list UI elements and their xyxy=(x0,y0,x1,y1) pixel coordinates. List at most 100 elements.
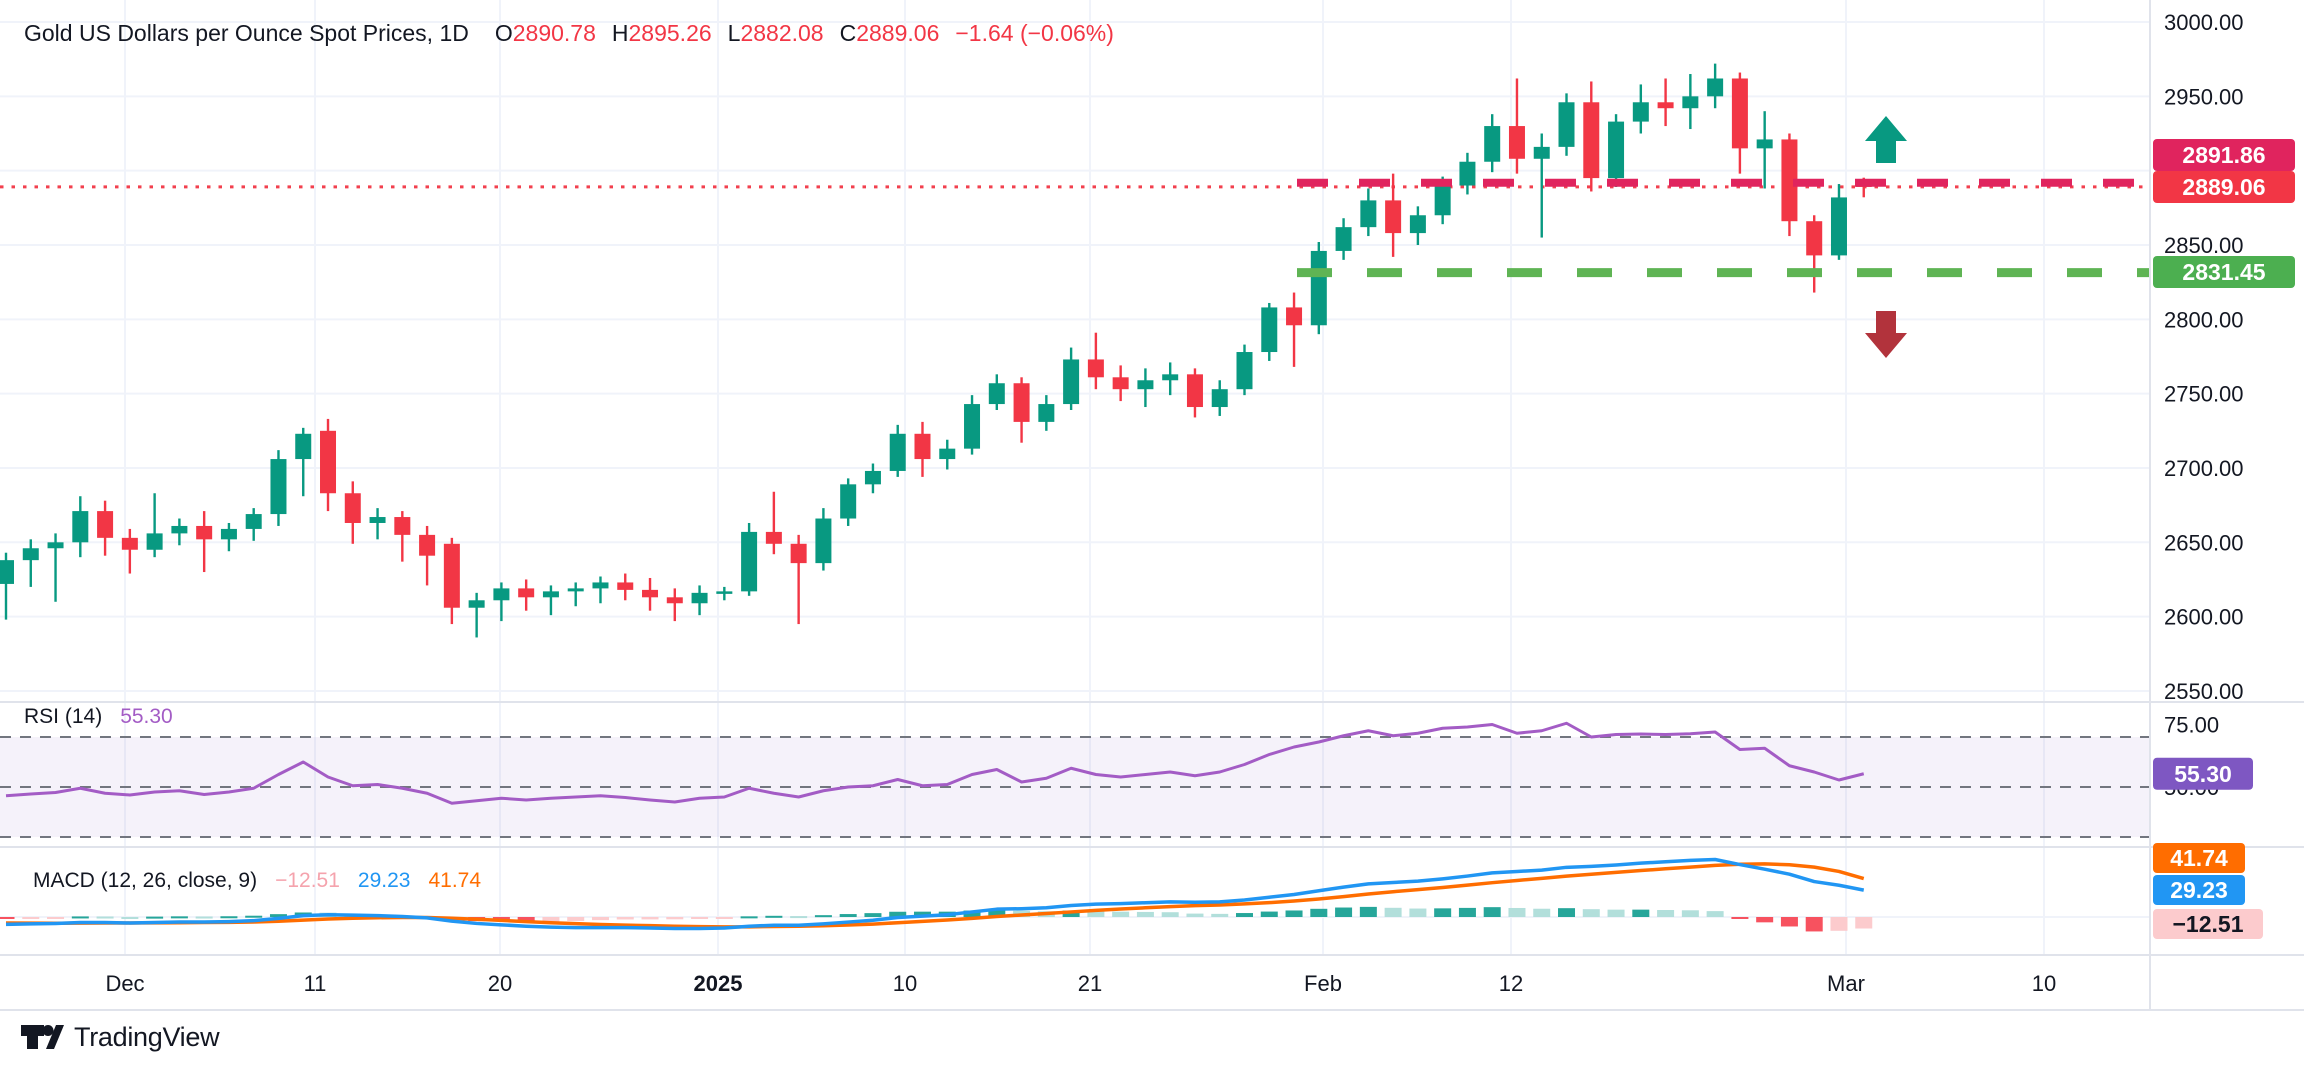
price-tick-label[interactable]: 2600.00 xyxy=(2164,605,2244,630)
tradingview-branding[interactable]: TradingView xyxy=(20,1020,220,1054)
candle[interactable] xyxy=(840,478,857,526)
candle[interactable] xyxy=(1459,152,1476,195)
candle[interactable] xyxy=(1286,292,1303,367)
candle[interactable] xyxy=(1806,215,1823,293)
rsi-tick-label[interactable]: 75.00 xyxy=(2164,713,2219,738)
macd-histogram-bar xyxy=(889,911,907,917)
candle[interactable] xyxy=(1236,344,1253,396)
macd-histogram-bar xyxy=(1112,911,1130,917)
candle[interactable] xyxy=(1484,114,1501,173)
candle[interactable] xyxy=(1608,114,1625,188)
candle[interactable] xyxy=(1434,176,1451,225)
candle[interactable] xyxy=(642,577,659,611)
price-tick-label[interactable]: 2650.00 xyxy=(2164,530,2244,555)
up-arrow-marker[interactable] xyxy=(1865,116,1907,163)
candle[interactable] xyxy=(1211,380,1228,416)
candle[interactable] xyxy=(790,534,807,625)
candle[interactable] xyxy=(1186,368,1203,418)
candle[interactable] xyxy=(493,582,510,622)
price-tick-label[interactable]: 2800.00 xyxy=(2164,307,2244,332)
candle[interactable] xyxy=(220,522,237,552)
candle[interactable] xyxy=(1731,72,1748,174)
candle[interactable] xyxy=(295,427,312,497)
time-axis[interactable]: Dec 11 20 2025 10 21 Feb 12 Mar 10 xyxy=(0,956,2304,1011)
candle[interactable] xyxy=(1558,93,1575,156)
candle[interactable] xyxy=(1385,173,1402,257)
candle[interactable] xyxy=(1112,365,1129,402)
macd-hist-value: −12.51 xyxy=(275,869,340,892)
candle[interactable] xyxy=(1360,188,1377,237)
price-tick-label[interactable]: 3000.00 xyxy=(2164,10,2244,35)
candle[interactable] xyxy=(1087,332,1104,390)
candle[interactable] xyxy=(171,518,188,546)
candle[interactable] xyxy=(1013,377,1030,443)
candle[interactable] xyxy=(617,573,634,601)
candle-body xyxy=(964,404,981,449)
candle[interactable] xyxy=(716,586,733,601)
candle[interactable] xyxy=(518,579,535,611)
candle[interactable] xyxy=(765,491,782,555)
candle[interactable] xyxy=(22,539,39,587)
candle[interactable] xyxy=(72,496,89,558)
candle[interactable] xyxy=(889,424,906,477)
candle[interactable] xyxy=(666,588,683,622)
rsi-pane[interactable] xyxy=(0,721,2150,838)
candle[interactable] xyxy=(47,533,64,602)
candle[interactable] xyxy=(1063,347,1080,411)
candle[interactable] xyxy=(1261,302,1278,361)
candle[interactable] xyxy=(1162,362,1179,396)
candle[interactable] xyxy=(97,500,114,556)
candle[interactable] xyxy=(1409,206,1426,245)
price-tick-label[interactable]: 2950.00 xyxy=(2164,84,2244,109)
candle[interactable] xyxy=(1533,133,1550,238)
candle[interactable] xyxy=(1583,81,1600,192)
price-tick-label[interactable]: 2550.00 xyxy=(2164,679,2244,704)
price-axis[interactable]: 3000.00 2950.00 2850.00 2800.00 2750.00 2700.… xyxy=(2151,0,2304,1010)
macd-pane[interactable] xyxy=(0,857,1873,932)
candle[interactable] xyxy=(443,537,460,625)
symbol-title[interactable]: Gold US Dollars per Ounce Spot Prices, 1… xyxy=(24,20,469,46)
macd-indicator-label[interactable]: MACD (12, 26, close, 9) xyxy=(33,869,258,892)
candle[interactable] xyxy=(394,511,411,562)
candle[interactable] xyxy=(1310,242,1327,335)
candle[interactable] xyxy=(1657,78,1674,127)
candle[interactable] xyxy=(864,463,881,494)
candle[interactable] xyxy=(939,439,956,470)
candle[interactable] xyxy=(542,585,559,616)
candle[interactable] xyxy=(691,585,708,616)
price-tick-label[interactable]: 2750.00 xyxy=(2164,382,2244,407)
down-arrow-marker[interactable] xyxy=(1865,311,1907,358)
candle[interactable] xyxy=(1781,133,1798,237)
candle[interactable] xyxy=(1707,63,1724,109)
candle[interactable] xyxy=(914,421,931,477)
candle[interactable] xyxy=(567,582,584,607)
candle[interactable] xyxy=(1335,218,1352,260)
candle[interactable] xyxy=(964,395,981,455)
candle[interactable] xyxy=(0,552,14,620)
candle[interactable] xyxy=(270,450,287,526)
candle[interactable] xyxy=(1682,74,1699,130)
candle[interactable] xyxy=(1508,78,1525,174)
candle[interactable] xyxy=(369,508,386,540)
candle[interactable] xyxy=(1830,184,1847,260)
candle[interactable] xyxy=(815,508,832,571)
candle[interactable] xyxy=(1137,368,1154,408)
candle[interactable] xyxy=(468,592,485,638)
candle[interactable] xyxy=(146,493,163,558)
candle[interactable] xyxy=(344,481,361,544)
candle[interactable] xyxy=(741,522,758,596)
price-tick-label[interactable]: 2850.00 xyxy=(2164,233,2244,258)
price-tick-label[interactable]: 2700.00 xyxy=(2164,456,2244,481)
rsi-indicator-label[interactable]: RSI (14) xyxy=(24,705,103,728)
candle[interactable] xyxy=(320,418,337,512)
candle[interactable] xyxy=(419,525,436,586)
candle[interactable] xyxy=(1632,84,1649,134)
candle[interactable] xyxy=(245,508,262,541)
candle[interactable] xyxy=(1038,395,1055,431)
candle[interactable] xyxy=(121,528,138,574)
candle[interactable] xyxy=(196,511,213,573)
candle[interactable] xyxy=(592,576,609,604)
candle[interactable] xyxy=(988,374,1005,411)
candle[interactable] xyxy=(1756,111,1773,189)
